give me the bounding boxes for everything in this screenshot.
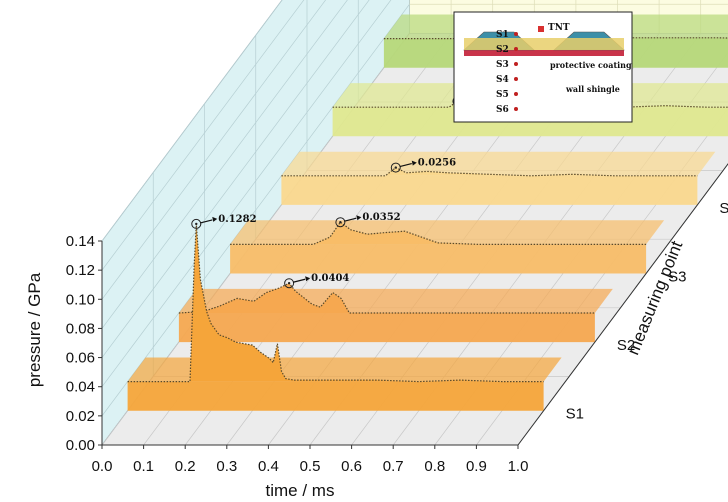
series-s2: S2 0.0404 [178,273,635,354]
z-axis-line [517,163,728,446]
inset-point-label: S5 [496,90,509,100]
x-tick-label: 0.5 [300,458,321,475]
series-line [281,166,698,177]
series-slab-top [281,151,716,176]
x-tick-label: 0.1 [133,458,154,475]
inset-point-label: S6 [496,105,509,115]
inset-point-label: S2 [496,45,509,55]
tnt-label: TNT [548,23,570,33]
peak-arrow-head [305,276,311,282]
x-tick-label: 0.0 [92,458,113,475]
left-wall-hline [101,0,348,329]
setup-inset: TNT S1 S2 S3 S4 S5 S6 protective coating wall sh… [453,11,633,123]
series-label: S3 [668,269,686,286]
peak-arrow [200,219,213,224]
series-area [230,222,647,245]
peak-dot [394,166,397,169]
coating-layer [464,50,624,56]
series-base-slab [178,313,595,343]
y-tick-label: 0.00 [66,437,95,454]
peak-arrow [292,278,306,283]
inset-point-dot [514,32,518,36]
x-tick-label: 0.7 [383,458,404,475]
peak-arrow-head [411,160,417,166]
series-label: S2 [617,337,635,354]
x-tick-label: 0.4 [258,458,279,475]
soil-layer [464,38,624,50]
y-tick-label: 0.04 [66,379,95,396]
series-line [230,221,647,245]
left-wall-hline [101,0,305,271]
peak-arrow-head [212,216,218,222]
peak-arrow [399,163,412,168]
left-wall-hline [101,0,392,387]
x-tick-label: 0.6 [341,458,362,475]
series-label: S1 [566,406,584,423]
x-tick-label: 0.8 [424,458,445,475]
series-line [178,282,595,314]
series-base-slab [281,175,698,205]
series-area [127,223,544,382]
peak-arrow [344,217,357,222]
x-tick-label: 0.9 [466,458,487,475]
series-s3: S3 0.0352 [230,212,686,286]
x-tick-label: 0.2 [175,458,196,475]
peak-arrow-head [356,215,362,221]
peak-dot [195,222,198,226]
y-tick-label: 0.06 [66,350,95,367]
left-wall-hline [101,0,327,300]
left-wall-hline [101,0,370,358]
peak-marker [284,278,295,289]
peak-label: 0.0404 [311,273,349,284]
inset-point-label: S1 [496,30,509,40]
axes-layer: 0.0 0.1 0.2 0.3 0.4 0.5 0.6 0.7 0.8 0.9 1.0 0.00 0.0… [66,163,728,475]
inset-point-dot [514,107,518,111]
peak-label: 0.1282 [218,214,256,225]
inset-point-dot [514,92,518,96]
left-wall-hline [101,0,283,242]
series-s4: S4 0.0256 [281,151,728,217]
x-tick-label: 0.3 [216,458,237,475]
y-tick-label: 0.10 [66,291,95,308]
tnt-charge [538,26,544,32]
x-axis-title: time / ms [266,481,335,500]
shingle-label: wall shingle [565,84,620,94]
inset-point-dot [514,77,518,81]
series-base-slab [230,244,647,274]
x-tick-label: 1.0 [508,458,529,475]
peak-marker [390,162,401,173]
inset-point-label: S4 [496,75,509,85]
peak-label: 0.0352 [362,212,400,223]
series-line [127,223,544,383]
series-area [178,283,595,313]
y-tick-label: 0.08 [66,320,95,337]
y-tick-label: 0.02 [66,408,95,425]
series-slab-top [230,220,665,245]
peak-marker [191,218,202,229]
y-tick-label: 0.12 [66,262,95,279]
inset-point-dot [514,47,518,51]
inset-point-dot [514,62,518,66]
inset-point-label: S3 [496,60,509,70]
y-axis-title: pressure / GPa [25,272,44,387]
peak-dot [287,282,291,285]
y-tick-label: 0.14 [66,233,95,250]
series-s1: S1 0.1282 [127,214,584,423]
series-base-slab [127,381,544,411]
peak-label: 0.0256 [418,158,456,169]
coating-label: protective coating [550,60,632,70]
peak-dot [339,221,342,224]
series-label: S4 [719,200,728,217]
peak-marker [335,217,346,228]
left-wall-hline [101,4,410,417]
